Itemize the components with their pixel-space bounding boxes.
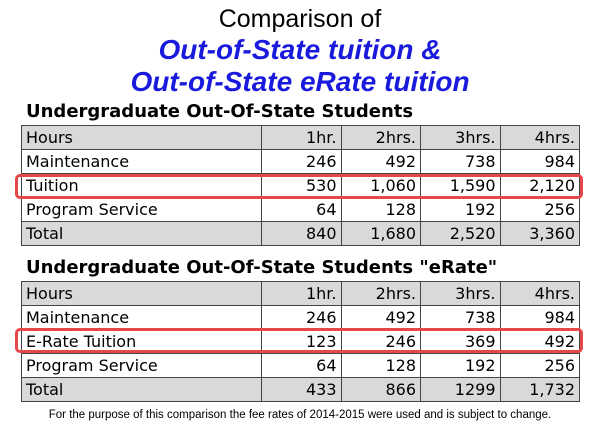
header-cell: Hours xyxy=(21,281,262,306)
table-cell: 492 xyxy=(340,149,421,174)
table-row: Program Service 64 128 192 256 xyxy=(21,353,580,378)
table-cell: 2,120 xyxy=(499,173,580,198)
table-total-row: Total 433 866 1299 1,732 xyxy=(21,377,580,402)
header-cell: Hours xyxy=(21,125,262,150)
row-label: Program Service xyxy=(21,197,262,222)
row-label: Maintenance xyxy=(21,305,262,330)
table-row-highlighted: E-Rate Tuition 123 246 369 492 xyxy=(21,329,580,354)
table-cell: 738 xyxy=(420,149,501,174)
header-cell: 3hrs. xyxy=(420,281,501,306)
table-row: Program Service 64 128 192 256 xyxy=(21,197,580,222)
page-subtitle-line-1: Out-of-State tuition & xyxy=(158,34,442,65)
table-cell: 369 xyxy=(420,329,501,354)
header-cell: 4hrs. xyxy=(499,125,580,150)
table-cell: 246 xyxy=(340,329,421,354)
table-row-highlighted: Tuition 530 1,060 1,590 2,120 xyxy=(21,173,580,198)
table-cell: 1,590 xyxy=(420,173,501,198)
table-header-row: Hours 1hr. 2hrs. 3hrs. 4hrs. xyxy=(21,125,580,150)
table-cell: 3,360 xyxy=(499,221,580,246)
table-cell: 866 xyxy=(340,377,421,402)
table-cell: 984 xyxy=(499,305,580,330)
table-total-row: Total 840 1,680 2,520 3,360 xyxy=(21,221,580,246)
row-label: Maintenance xyxy=(21,149,262,174)
table-cell: 128 xyxy=(340,197,421,222)
table-cell: 246 xyxy=(261,149,342,174)
table-cell: 64 xyxy=(261,197,342,222)
table-cell: 738 xyxy=(420,305,501,330)
table-row: Maintenance 246 492 738 984 xyxy=(21,305,580,330)
table-cell: 256 xyxy=(499,353,580,378)
header-cell: 2hrs. xyxy=(340,281,421,306)
header-cell: 4hrs. xyxy=(499,281,580,306)
table-cell: 840 xyxy=(261,221,342,246)
table-cell: 492 xyxy=(340,305,421,330)
page-subtitle-line-2: Out-of-State eRate tuition xyxy=(130,66,470,97)
table-cell: 128 xyxy=(340,353,421,378)
table-cell: 64 xyxy=(261,353,342,378)
table-cell: 530 xyxy=(261,173,342,198)
table-cell: 246 xyxy=(261,305,342,330)
row-label: Total xyxy=(21,377,262,402)
page-title: Comparison of xyxy=(218,5,382,33)
table-cell: 192 xyxy=(420,353,501,378)
table-cell: 492 xyxy=(499,329,580,354)
section-heading-out-of-state: Undergraduate Out-Of-State Students xyxy=(26,101,414,122)
table-cell: 192 xyxy=(420,197,501,222)
table-cell: 1299 xyxy=(420,377,501,402)
header-cell: 2hrs. xyxy=(340,125,421,150)
table-cell: 1,060 xyxy=(340,173,421,198)
fee-table-erate: Hours 1hr. 2hrs. 3hrs. 4hrs. Maintenance… xyxy=(21,281,580,402)
table-cell: 433 xyxy=(261,377,342,402)
table-header-row: Hours 1hr. 2hrs. 3hrs. 4hrs. xyxy=(21,281,580,306)
table-cell: 256 xyxy=(499,197,580,222)
footnote: For the purpose of this comparison the f… xyxy=(48,409,552,421)
header-cell: 1hr. xyxy=(261,125,342,150)
table-cell: 984 xyxy=(499,149,580,174)
row-label: Program Service xyxy=(21,353,262,378)
section-heading-erate: Undergraduate Out-Of-State Students "eRa… xyxy=(26,257,498,278)
table-cell: 2,520 xyxy=(420,221,501,246)
table-row: Maintenance 246 492 738 984 xyxy=(21,149,580,174)
table-cell: 123 xyxy=(261,329,342,354)
header-cell: 1hr. xyxy=(261,281,342,306)
table-cell: 1,732 xyxy=(499,377,580,402)
row-label: E-Rate Tuition xyxy=(21,329,262,354)
table-cell: 1,680 xyxy=(340,221,421,246)
header-cell: 3hrs. xyxy=(420,125,501,150)
row-label: Tuition xyxy=(21,173,262,198)
row-label: Total xyxy=(21,221,262,246)
fee-table-out-of-state: Hours 1hr. 2hrs. 3hrs. 4hrs. Maintenance… xyxy=(21,125,580,246)
